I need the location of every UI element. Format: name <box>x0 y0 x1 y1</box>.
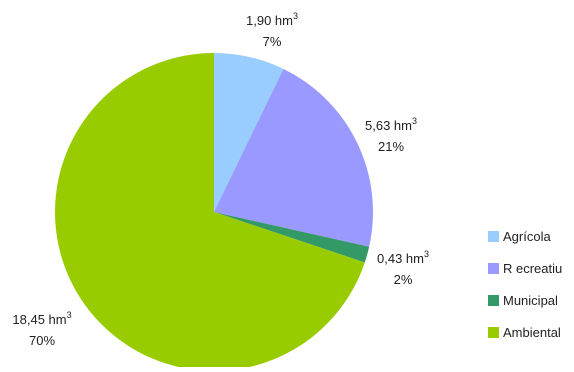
pie-slice-agricola <box>214 53 284 212</box>
legend-label-ambiental: Ambiental <box>503 325 561 340</box>
data-labels-layer: 1,90 hm3 7% 5,63 hm3 21% 0,43 hm3 2% 18,45 hm3… <box>12 11 429 348</box>
legend-swatch-r-ecreatiu <box>488 263 499 274</box>
legend-swatch-agricola <box>488 231 499 242</box>
pie-slice-ambiental <box>55 53 365 371</box>
legend-item-municipal: Municipal <box>488 293 558 308</box>
data-label-municipal: 0,43 hm3 2% <box>377 249 429 287</box>
data-label-agricola: 1,90 hm3 7% <box>246 11 298 49</box>
value-label-ambiental: 18,45 hm3 <box>12 310 71 327</box>
legend-label-agricola: Agrícola <box>503 229 551 244</box>
percent-label-municipal: 2% <box>394 272 413 287</box>
legend-swatch-municipal <box>488 295 499 306</box>
pie-slice-r-ecreatiu <box>214 68 373 247</box>
value-label-agricola: 1,90 hm3 <box>246 11 298 28</box>
percent-label-ambiental: 70% <box>29 333 55 348</box>
percent-label-r-ecreatiu: 21% <box>378 139 404 154</box>
legend-item-agricola: Agrícola <box>488 229 551 244</box>
data-label-r-ecreatiu: 5,63 hm3 21% <box>365 116 417 154</box>
value-label-r-ecreatiu: 5,63 hm3 <box>365 116 417 133</box>
legend: Agrícola R ecreatiu Municipal Ambiental <box>488 229 562 340</box>
pie-slice-municipal <box>214 212 370 263</box>
data-label-ambiental: 18,45 hm3 70% <box>12 310 71 348</box>
legend-label-r-ecreatiu: R ecreatiu <box>503 261 562 276</box>
legend-label-municipal: Municipal <box>503 293 558 308</box>
legend-item-ambiental: Ambiental <box>488 325 561 340</box>
legend-swatch-ambiental <box>488 327 499 338</box>
percent-label-agricola: 7% <box>263 34 282 49</box>
slices-layer <box>55 53 373 371</box>
legend-item-r-ecreatiu: R ecreatiu <box>488 261 562 276</box>
value-label-municipal: 0,43 hm3 <box>377 249 429 266</box>
